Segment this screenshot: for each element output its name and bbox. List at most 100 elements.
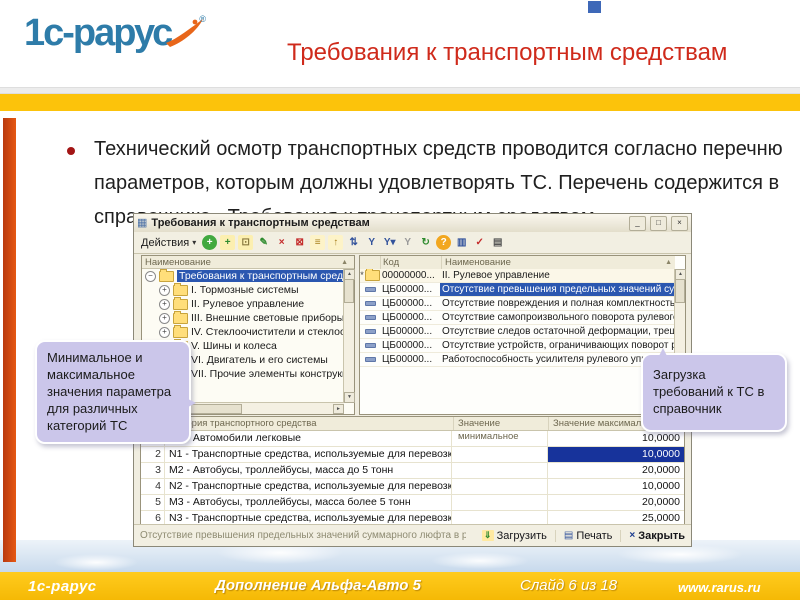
- actions-menu-button[interactable]: Действия ▾: [138, 236, 199, 250]
- tree-item[interactable]: + I. Тормозные системы: [142, 283, 344, 297]
- close-icon: ×: [629, 530, 636, 541]
- filter-icon[interactable]: Y: [368, 237, 376, 248]
- cell-category[interactable]: N1 - Транспортные средства, используемые…: [169, 448, 451, 460]
- slide-counter: Слайд 6 из 18: [520, 577, 618, 594]
- list-row[interactable]: ЦБ00000... Отсутствие повреждения и полн…: [360, 297, 675, 311]
- column-value-min[interactable]: Значение минимальное: [453, 417, 548, 442]
- cell-category[interactable]: M3 - Автобусы, троллейбусы, масса более …: [169, 496, 411, 508]
- cell-category[interactable]: N3 - Транспортные средства, используемые…: [169, 512, 451, 524]
- table-row[interactable]: 5 M3 - Автобусы, троллейбусы, масса боле…: [141, 495, 684, 511]
- item-dash-icon: [364, 301, 376, 306]
- collapse-icon[interactable]: −: [145, 270, 156, 282]
- tree-vertical-scrollbar[interactable]: ▲ ▼: [343, 269, 355, 403]
- move-in-group-icon[interactable]: ↑: [328, 235, 344, 250]
- cell-category[interactable]: M1 - Автомобили легковые: [169, 432, 301, 444]
- toolbar: Действия ▾ + + ⊡ ✎ × ⊠ ≡ ↑ ⇅ Y Y▾ Y ↻? ▥ ✓ ▤: [134, 232, 691, 254]
- column-category[interactable]: Категория транспортного средства: [163, 418, 317, 429]
- folder-icon: [173, 297, 188, 310]
- maximize-button[interactable]: □: [650, 215, 667, 231]
- item-name: Отсутствие следов остаточной деформации,…: [442, 326, 675, 337]
- folder-icon: [173, 283, 188, 296]
- settings-panel-icon[interactable]: ▥: [456, 237, 467, 248]
- tree-item[interactable]: + II. Рулевое управление: [142, 297, 344, 311]
- close-button[interactable]: ×: [671, 215, 688, 231]
- row-number: 6: [141, 511, 165, 526]
- footer-bar: 1с-рарус Дополнение Альфа-Авто 5 Слайд 6…: [0, 572, 800, 600]
- select-icon[interactable]: ✓: [475, 237, 484, 248]
- app-window: ▦ Требования к транспортным средствам _ …: [133, 213, 692, 547]
- sort-ascending-icon[interactable]: ▲: [665, 259, 672, 266]
- sort-icon[interactable]: ⇅: [349, 237, 358, 248]
- tree-root-label: Требования к транспортным средствам: [177, 270, 344, 282]
- print-button[interactable]: ▤ Печать: [554, 529, 612, 542]
- item-icon: [360, 315, 380, 320]
- expand-icon[interactable]: +: [159, 326, 170, 338]
- tree-root-item[interactable]: − Требования к транспортным средствам: [142, 269, 344, 283]
- help-icon[interactable]: ?: [436, 235, 452, 250]
- edit-icon[interactable]: ✎: [259, 237, 268, 248]
- scroll-right-icon[interactable]: ►: [333, 404, 344, 414]
- table-row[interactable]: 1 M1 - Автомобили легковые 10,0000: [141, 431, 684, 447]
- list-row[interactable]: ЦБ00000... Работоспособность усилителя р…: [360, 353, 675, 367]
- cell-value-min[interactable]: [451, 479, 547, 494]
- tree-item[interactable]: + IV. Стеклоочистители и стеклоомыватели: [142, 325, 344, 339]
- cell-value-max[interactable]: 10,0000: [547, 479, 684, 494]
- list-row[interactable]: ЦБ00000... Отсутствие превышения предель…: [360, 283, 675, 297]
- scroll-down-icon[interactable]: ▼: [344, 392, 355, 403]
- clear-filter-icon[interactable]: Y: [404, 237, 412, 248]
- item-code: ЦБ00000...: [382, 354, 433, 365]
- list-view-icon[interactable]: ▤: [492, 237, 503, 248]
- cell-value-min[interactable]: [451, 511, 547, 526]
- table-row[interactable]: 2 N1 - Транспортные средства, используем…: [141, 447, 684, 463]
- cell-value-min[interactable]: [451, 447, 547, 462]
- tree-item[interactable]: + III. Внешние световые приборы: [142, 311, 344, 325]
- item-code: ЦБ00000...: [382, 326, 433, 337]
- cell-category[interactable]: N2 - Транспортные средства, используемые…: [169, 480, 451, 492]
- add-icon[interactable]: +: [202, 235, 218, 250]
- registered-mark: ®: [199, 14, 206, 24]
- add-group-icon[interactable]: +: [220, 235, 236, 250]
- minimize-button[interactable]: _: [629, 215, 646, 231]
- expand-icon[interactable]: +: [159, 312, 170, 324]
- sort-ascending-icon[interactable]: ▲: [341, 258, 348, 266]
- item-icon: *: [360, 269, 380, 281]
- cell-value-max[interactable]: 25,0000: [547, 511, 684, 526]
- mark-deletion-icon[interactable]: ⊠: [295, 237, 304, 248]
- cell-value-max[interactable]: 10,0000: [547, 447, 684, 462]
- cell-value-min[interactable]: [451, 463, 547, 478]
- copy-icon[interactable]: ⊡: [238, 235, 254, 250]
- expand-icon[interactable]: +: [159, 284, 170, 296]
- list-header-name[interactable]: Наименование: [445, 257, 511, 268]
- table-row[interactable]: 3 M2 - Автобусы, троллейбусы, масса до 5…: [141, 463, 684, 479]
- delete-icon[interactable]: ×: [278, 237, 285, 248]
- folder-icon: [159, 269, 174, 282]
- column-value-max[interactable]: Значение максимальное: [548, 417, 684, 430]
- red-side-bar: [3, 118, 16, 562]
- load-button[interactable]: ⇓ Загрузить: [474, 530, 547, 542]
- scrollbar-thumb[interactable]: [344, 279, 354, 303]
- footer-url[interactable]: www.rarus.ru: [678, 580, 761, 595]
- cell-value-min[interactable]: [451, 495, 547, 510]
- cell-value-max[interactable]: 20,0000: [547, 495, 684, 510]
- list-row[interactable]: ЦБ00000... Отсутствие самопроизвольного …: [360, 311, 675, 325]
- cell-value-max[interactable]: 10,0000: [547, 431, 684, 446]
- tree-header: Наименование ▲: [142, 256, 354, 269]
- list-row[interactable]: * 00000000... II. Рулевое управление: [360, 269, 675, 283]
- list-row[interactable]: ЦБ00000... Отсутствие устройств, огранич…: [360, 339, 675, 353]
- scrollbar-thumb[interactable]: [675, 279, 685, 303]
- tree-item-label: V. Шины и колеса: [191, 340, 277, 352]
- item-icon: [360, 329, 380, 334]
- refresh-icon[interactable]: ↻: [421, 237, 430, 248]
- cell-category[interactable]: M2 - Автобусы, троллейбусы, масса до 5 т…: [169, 464, 394, 476]
- cell-value-max[interactable]: 20,0000: [547, 463, 684, 478]
- table-row[interactable]: 4 N2 - Транспортные средства, используем…: [141, 479, 684, 495]
- close-form-button[interactable]: × Закрыть: [620, 529, 685, 542]
- cell-value-min[interactable]: [451, 431, 547, 446]
- list-row[interactable]: ЦБ00000... Отсутствие следов остаточной …: [360, 325, 675, 339]
- expand-icon[interactable]: +: [159, 298, 170, 310]
- list-header-code[interactable]: Код: [381, 256, 442, 269]
- values-table: Категория транспортного средства Значени…: [140, 416, 685, 527]
- filter-by-value-icon[interactable]: Y▾: [383, 237, 396, 248]
- hierarchy-icon[interactable]: ≡: [310, 235, 326, 250]
